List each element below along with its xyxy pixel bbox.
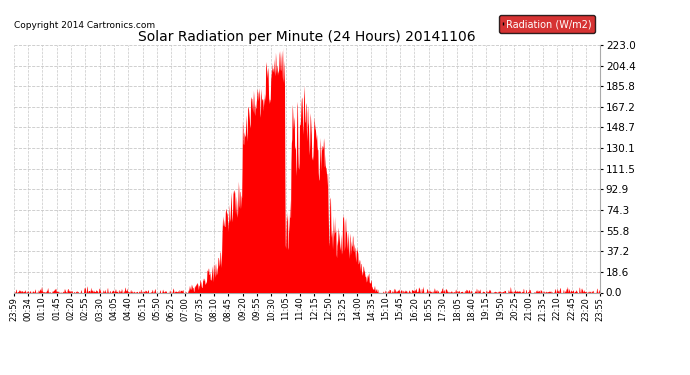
Text: Copyright 2014 Cartronics.com: Copyright 2014 Cartronics.com: [14, 21, 155, 30]
Title: Solar Radiation per Minute (24 Hours) 20141106: Solar Radiation per Minute (24 Hours) 20…: [138, 30, 476, 44]
Legend: Radiation (W/m2): Radiation (W/m2): [499, 15, 595, 33]
